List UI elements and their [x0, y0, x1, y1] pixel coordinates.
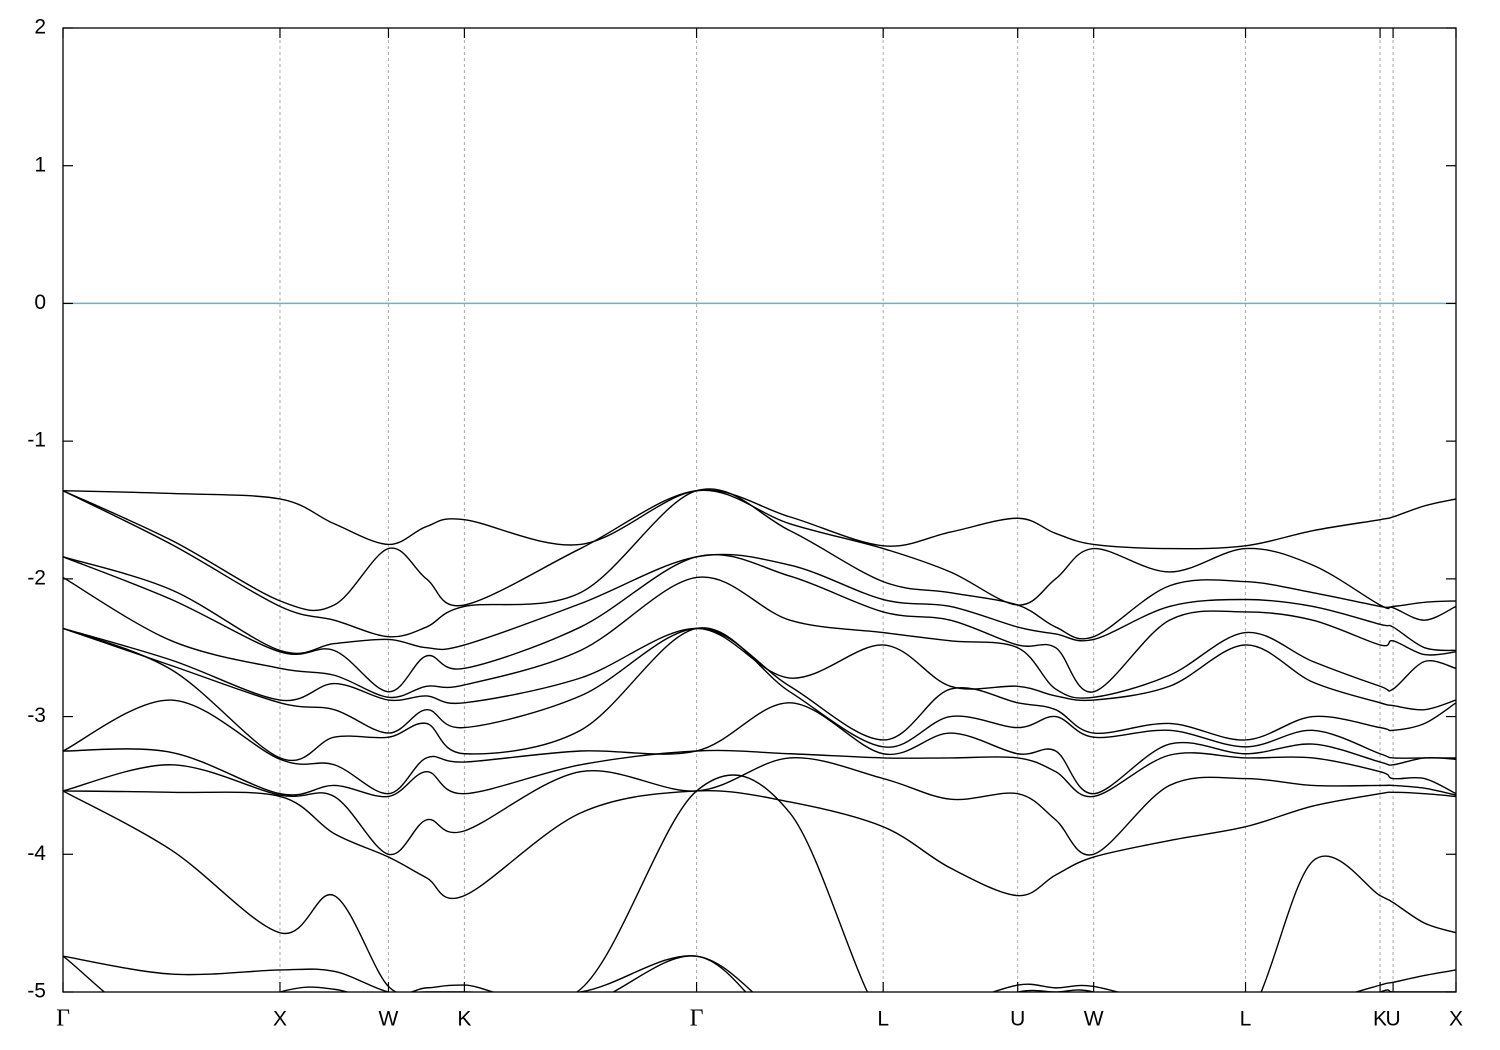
band-line — [63, 489, 1456, 550]
x-tick-label: L — [877, 1008, 889, 1031]
band-line — [63, 576, 1456, 699]
band-line — [63, 955, 1456, 992]
x-tick-label: L — [1240, 1008, 1252, 1031]
band-line — [63, 955, 1456, 992]
bands — [63, 302, 1456, 992]
plot-frame — [62, 27, 1457, 993]
band-line — [63, 699, 1456, 795]
band-line — [63, 627, 1456, 741]
y-tick-label: -1 — [27, 429, 46, 452]
band-line — [63, 553, 1456, 693]
band-line — [63, 488, 1456, 640]
band-line — [63, 627, 1456, 711]
y-tick-label: 0 — [34, 291, 46, 314]
x-tick-label: Γ — [690, 1006, 704, 1032]
band-line — [63, 757, 1456, 856]
x-tick-label: U — [1385, 1008, 1400, 1031]
x-tick-label: W — [1084, 1008, 1104, 1031]
band-line — [63, 489, 1456, 612]
y-tick-label: -2 — [27, 566, 46, 589]
band-line — [63, 774, 1456, 992]
band-line — [63, 748, 1456, 798]
x-tick-label: X — [1449, 1008, 1463, 1031]
x-tick-label: W — [379, 1008, 399, 1031]
band-line — [63, 627, 1456, 761]
x-tick-label: Γ — [56, 1006, 70, 1032]
band-line — [63, 789, 1456, 900]
band-line — [63, 553, 1456, 655]
x-tick-label: K — [1373, 1008, 1387, 1031]
y-tick-label: -4 — [27, 842, 46, 865]
y-tick-label: -3 — [27, 704, 46, 727]
y-tick-label: 2 — [34, 16, 46, 39]
y-tick-label: 1 — [34, 153, 46, 176]
x-tick-label: K — [457, 1008, 471, 1031]
y-tick-label: -5 — [27, 980, 46, 1003]
x-tick-label: U — [1010, 1008, 1025, 1031]
x-tick-label: X — [273, 1008, 287, 1031]
